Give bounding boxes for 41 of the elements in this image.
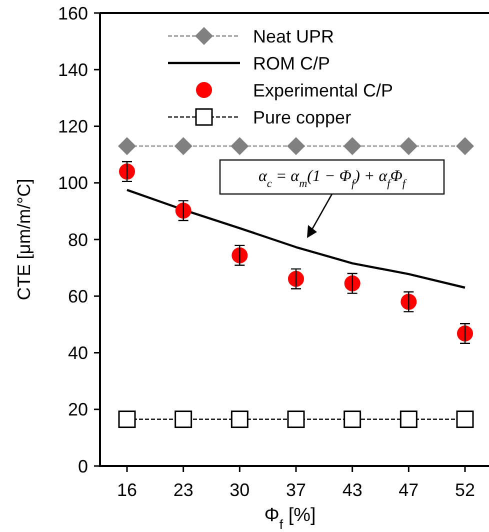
y-tick-label: 80 [68,230,88,250]
y-tick-label: 140 [58,60,88,80]
point [343,137,362,156]
x-tick-label: 47 [398,480,419,500]
legend-label: Neat UPR [253,26,334,46]
x-tick-label: 30 [230,480,250,500]
line-series [126,188,466,289]
legend-label: ROM C/P [253,53,330,74]
y-tick-label: 100 [58,173,88,194]
x-tick-label: 43 [342,480,362,500]
y-tick-label: 20 [68,400,88,420]
point [118,410,136,428]
point [287,410,305,428]
point [344,410,362,428]
point [118,137,136,156]
x-tick-label: 37 [286,480,306,500]
point [230,410,248,428]
point [400,137,418,156]
point [456,410,474,428]
point [288,270,304,287]
y-tick-label: 160 [58,3,88,24]
x-tick-label: 23 [173,480,194,500]
point [400,410,418,428]
y-tick-label: 40 [68,343,88,364]
point [230,137,249,156]
legend-label: Experimental C/P [253,80,394,100]
x-axis-title: Φ$_{f}$ [%] [264,505,316,532]
point [119,164,135,180]
text: α$_{c}$ = α$_{m}$(1 − Φ$_{f}$) + α$_{f}$Φ$_{f}$ [258,168,406,190]
x-tick-label: 16 [116,480,138,500]
point [456,137,474,156]
legend-label: Pure copper [253,107,352,128]
y-tick-label: 120 [58,116,88,137]
point [174,410,192,428]
point [174,137,192,156]
point [457,325,473,342]
y-tick-label: 0 [78,456,88,476]
y-axis-title: CTE [μm/m/°C] [14,178,34,300]
x-tick-label: 52 [454,480,476,500]
y-tick-label: 60 [68,286,88,306]
point [287,137,305,156]
